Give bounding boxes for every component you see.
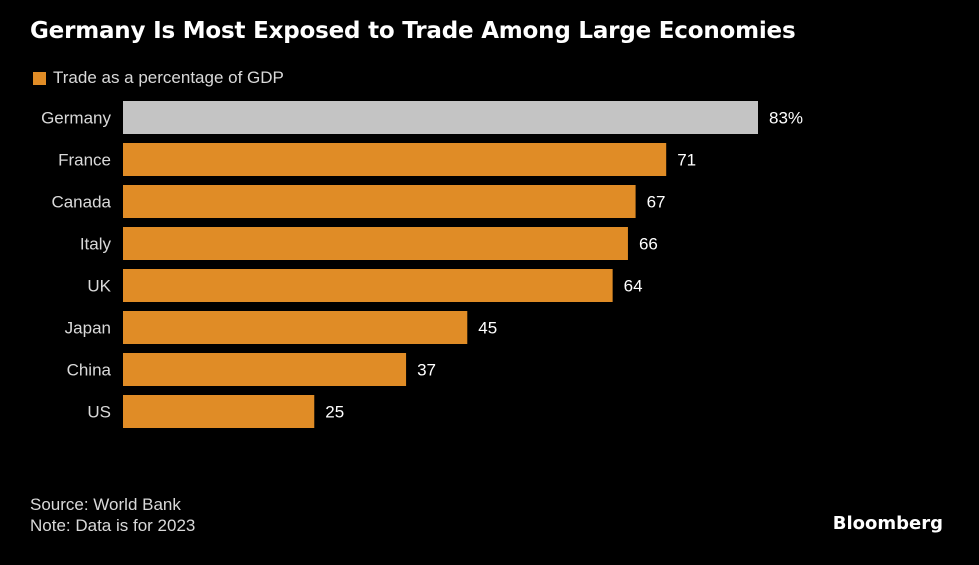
bar-germany (123, 101, 758, 134)
bar-france (123, 143, 667, 176)
bar-italy (123, 227, 628, 260)
value-label-china: 37 (417, 361, 436, 380)
category-label-us: US (87, 403, 111, 422)
category-label-china: China (67, 361, 112, 380)
value-label-japan: 45 (478, 319, 497, 338)
category-label-france: France (58, 151, 111, 170)
source-note: Source: World Bank (30, 495, 181, 514)
value-label-canada: 67 (647, 193, 666, 212)
bar-china (123, 353, 407, 386)
category-label-germany: Germany (41, 109, 111, 128)
data-note: Note: Data is for 2023 (30, 516, 196, 535)
category-label-japan: Japan (65, 319, 111, 338)
value-label-france: 71 (677, 151, 696, 170)
value-label-germany: 83% (769, 109, 803, 128)
category-label-canada: Canada (51, 193, 111, 212)
bar-uk (123, 269, 613, 302)
bloomberg-logo: Bloomberg (832, 513, 943, 534)
legend: Trade as a percentage of GDP (33, 68, 284, 88)
legend-label: Trade as a percentage of GDP (53, 68, 284, 87)
chart-footer: Source: World Bank Note: Data is for 202… (30, 494, 195, 536)
value-label-us: 25 (325, 403, 344, 422)
legend-swatch (33, 71, 46, 85)
bar-us (123, 395, 315, 428)
category-label-italy: Italy (80, 235, 112, 254)
bar-canada (123, 185, 636, 218)
bar-japan (123, 311, 468, 344)
chart-title: Germany Is Most Exposed to Trade Among L… (30, 18, 796, 44)
value-label-uk: 64 (624, 277, 643, 296)
value-label-italy: 66 (639, 235, 658, 254)
category-label-uk: UK (87, 277, 111, 296)
